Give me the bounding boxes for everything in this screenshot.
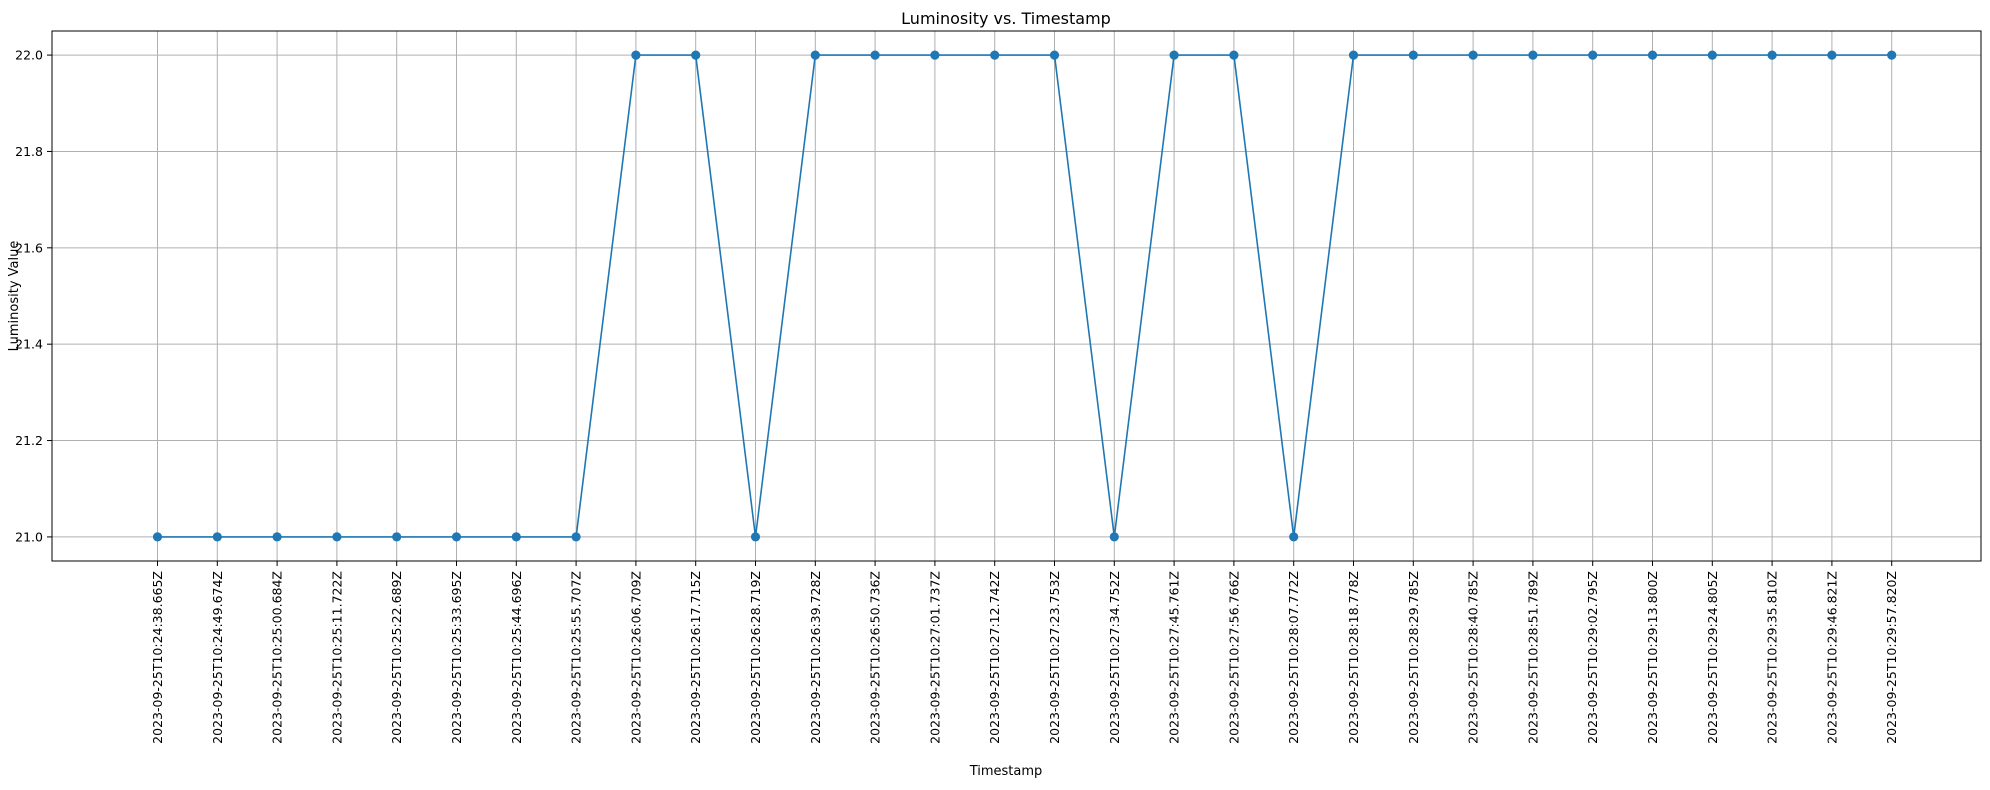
data-point [1827,50,1837,60]
x-tick-label: 2023-09-25T10:28:40.785Z [1466,571,1481,744]
data-point [1348,50,1359,60]
data-point [451,532,462,542]
grid-layer [52,31,1981,561]
data-point [1767,50,1777,60]
x-tick-label: 2023-09-25T10:25:11.722Z [329,571,344,744]
x-tick-label: 2023-09-25T10:27:12.742Z [987,571,1002,744]
x-tick-label: 2023-09-25T10:26:39.728Z [808,571,823,744]
x-tick-label: 2023-09-25T10:27:56.766Z [1226,571,1241,744]
data-point [631,50,641,60]
data-point [930,50,940,60]
y-tick-label: 21.0 [15,529,43,544]
data-point [1588,50,1598,60]
data-point [511,532,521,542]
data-point [571,532,581,542]
x-tick-label: 2023-09-25T10:29:13.800Z [1645,571,1660,744]
plot-area [51,30,1982,562]
data-point [272,532,282,542]
data-point [1408,50,1418,60]
y-axis-label: Luminosity Value [7,241,22,352]
data-point [1049,50,1060,60]
x-axis-label: Timestamp [969,764,1043,779]
x-tick-label: 2023-09-25T10:29:35.810Z [1765,571,1780,744]
x-tick-label: 2023-09-25T10:27:23.753Z [1047,571,1062,744]
x-tick-label: 2023-09-25T10:26:06.709Z [628,571,643,744]
data-point [212,532,222,542]
x-tick-label: 2023-09-25T10:29:24.805Z [1705,571,1720,744]
data-point [810,50,820,60]
x-tick-label: 2023-09-25T10:24:38.665Z [150,571,165,744]
data-point [1887,50,1897,60]
x-tick-label: 2023-09-25T10:25:44.696Z [509,571,524,744]
x-tick-label: 2023-09-25T10:29:46.821Z [1824,571,1839,744]
data-point [750,532,761,542]
data-point [152,532,163,542]
y-tick-label: 21.8 [15,144,43,159]
data-point [870,50,880,60]
x-tick-label: 2023-09-25T10:26:17.715Z [688,571,703,744]
x-tick-label: 2023-09-25T10:29:02.795Z [1585,571,1600,744]
data-point [392,532,402,542]
x-tick-label: 2023-09-25T10:27:34.752Z [1107,571,1122,744]
data-point [1647,50,1658,60]
x-tick-label: 2023-09-25T10:25:22.689Z [389,571,404,744]
x-axis: 2023-09-25T10:24:38.665Z 2023-09-25T10:24… [150,561,1899,744]
data-point [1289,532,1299,542]
x-tick-label: 2023-09-25T10:28:18.778Z [1346,571,1361,744]
y-axis: 21.0 21.2 21.4 21.6 21.8 22.0 [15,48,52,544]
data-point [332,532,342,542]
x-tick-label: 2023-09-25T10:27:45.761Z [1167,571,1182,744]
y-tick-label: 21.4 [15,337,43,352]
y-tick-label: 21.2 [15,433,43,448]
x-tick-label: 2023-09-25T10:25:55.707Z [569,571,584,744]
data-point [1707,50,1717,60]
x-tick-label: 2023-09-25T10:26:50.736Z [868,571,883,744]
data-point [1528,50,1538,60]
x-tick-label: 2023-09-25T10:25:33.695Z [449,571,464,744]
data-point [1169,50,1179,60]
x-tick-label: 2023-09-25T10:28:29.785Z [1406,571,1421,744]
data-point [990,50,1000,60]
x-tick-label: 2023-09-25T10:26:28.719Z [748,571,763,744]
x-tick-label: 2023-09-25T10:25:00.684Z [270,571,285,744]
series-luminosity [152,50,1897,542]
data-point [1468,50,1478,60]
x-tick-label: 2023-09-25T10:28:07.772Z [1286,571,1301,744]
data-point [1229,50,1239,60]
x-tick-label: 2023-09-25T10:29:57.820Z [1884,571,1899,744]
x-tick-label: 2023-09-25T10:27:01.737Z [927,571,942,744]
x-tick-label: 2023-09-25T10:28:51.789Z [1525,571,1540,744]
data-point [1109,532,1119,542]
y-tick-label: 22.0 [15,48,43,63]
y-tick-label: 21.6 [15,240,43,255]
x-tick-label: 2023-09-25T10:24:49.674Z [210,571,225,744]
data-point [691,50,701,60]
series-line [157,54,1892,538]
chart-title: Luminosity vs. Timestamp [901,9,1111,28]
